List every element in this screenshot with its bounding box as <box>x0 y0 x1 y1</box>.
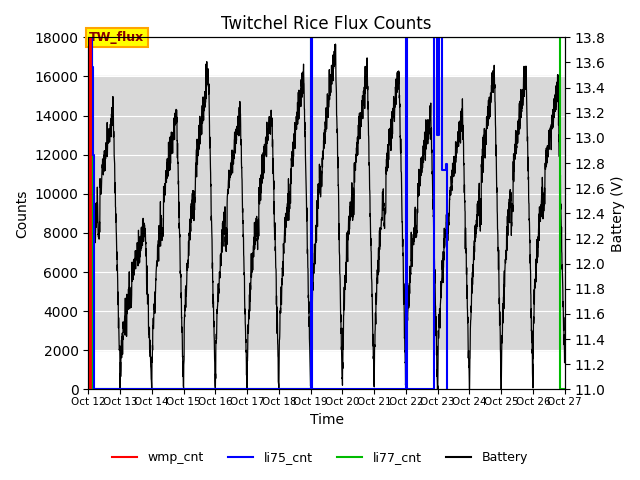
Text: TW_flux: TW_flux <box>89 31 145 44</box>
Title: Twitchel Rice Flux Counts: Twitchel Rice Flux Counts <box>221 15 432 33</box>
Y-axis label: Battery (V): Battery (V) <box>611 175 625 252</box>
Y-axis label: Counts: Counts <box>15 189 29 238</box>
Legend: wmp_cnt, li75_cnt, li77_cnt, Battery: wmp_cnt, li75_cnt, li77_cnt, Battery <box>107 446 533 469</box>
Bar <box>88 76 564 350</box>
X-axis label: Time: Time <box>310 413 344 427</box>
